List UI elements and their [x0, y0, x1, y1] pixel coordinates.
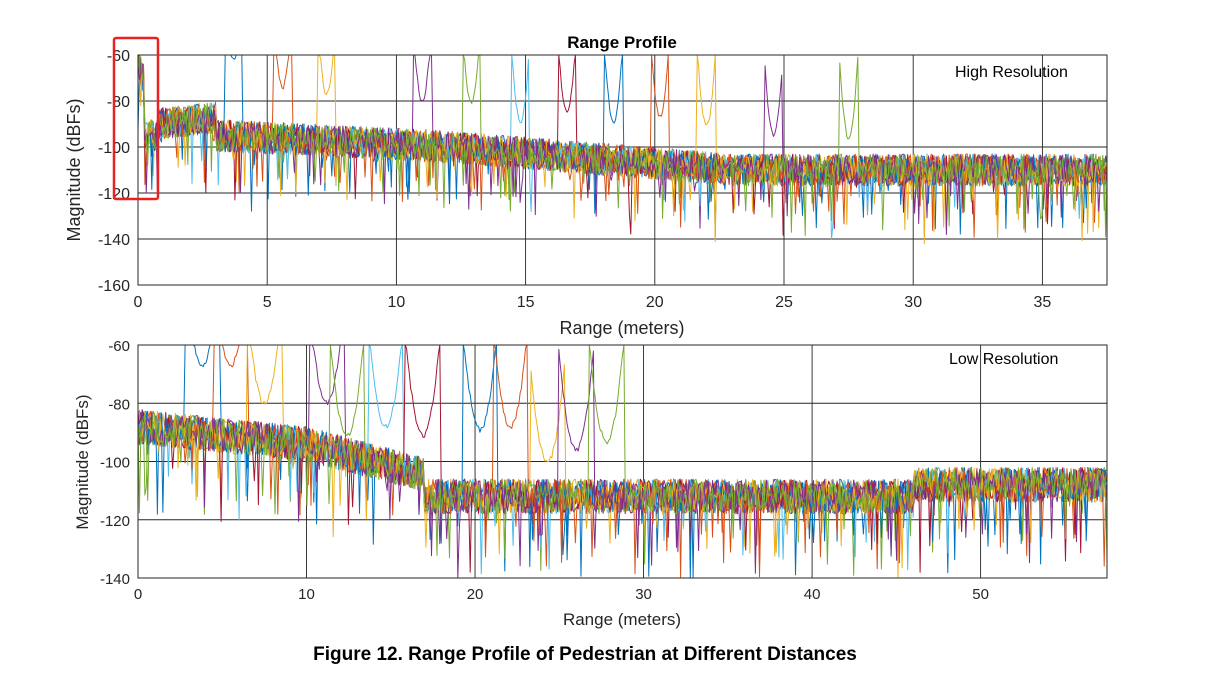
y-tick-label: -120 [100, 513, 130, 530]
plot-border [137, 54, 1108, 286]
x-axis-label: Range (meters) [559, 318, 684, 338]
y-axis-label: Magnitude (dBFs) [64, 98, 84, 241]
y-tick-label: -140 [100, 571, 130, 588]
x-tick-label: 10 [388, 294, 406, 311]
x-tick-label: 30 [635, 586, 652, 603]
figure-caption: Figure 12. Range Profile of Pedestrian a… [313, 644, 857, 665]
y-tick-label: -140 [98, 232, 130, 249]
plot-border [137, 344, 1108, 579]
x-tick-label: 0 [134, 294, 143, 311]
x-tick-label: 20 [646, 294, 664, 311]
x-tick-label: 30 [904, 294, 922, 311]
series-line [137, 348, 1108, 579]
series-line [137, 344, 1108, 560]
y-tick-label: -100 [100, 455, 130, 472]
high-resolution-annotation: High Resolution [955, 64, 1068, 81]
x-tick-label: 20 [467, 586, 484, 603]
high-resolution-chart: 0 5 10 15 20 25 30 35-60-80-100-120-140-160 Ran… [64, 33, 1108, 338]
series-line [137, 54, 1108, 235]
low-resolution-chart: 0 10 20 30 40 50 -60 -80 -100 -120 -140 Range (met… [73, 338, 1108, 629]
highlight-box [112, 36, 160, 201]
series-line [137, 55, 1108, 237]
tick-labels: 0 5 10 15 20 25 30 35-60-80-100-120-140-160 [98, 48, 1051, 311]
y-tick-label: -80 [108, 396, 130, 413]
x-tick-label: 10 [298, 586, 315, 603]
x-axis-label: Range (meters) [563, 610, 681, 629]
y-tick-label: -80 [107, 94, 130, 111]
tick-labels: 0 10 20 30 40 50 -60 -80 -100 -120 -140 [100, 338, 989, 603]
data-traces [137, 344, 1108, 579]
y-tick-label: -160 [98, 278, 130, 295]
y-tick-label: -60 [107, 48, 130, 65]
x-tick-label: 35 [1034, 294, 1052, 311]
y-axis-label: Magnitude (dBFs) [73, 394, 92, 529]
low-resolution-annotation: Low Resolution [949, 351, 1058, 368]
y-tick-label: -60 [108, 338, 130, 355]
x-tick-label: 50 [972, 586, 989, 603]
x-tick-label: 5 [263, 294, 272, 311]
x-tick-label: 0 [134, 586, 142, 603]
x-tick-label: 40 [804, 586, 821, 603]
x-tick-label: 25 [775, 294, 793, 311]
chart-title: Range Profile [567, 33, 677, 52]
x-tick-label: 15 [517, 294, 535, 311]
